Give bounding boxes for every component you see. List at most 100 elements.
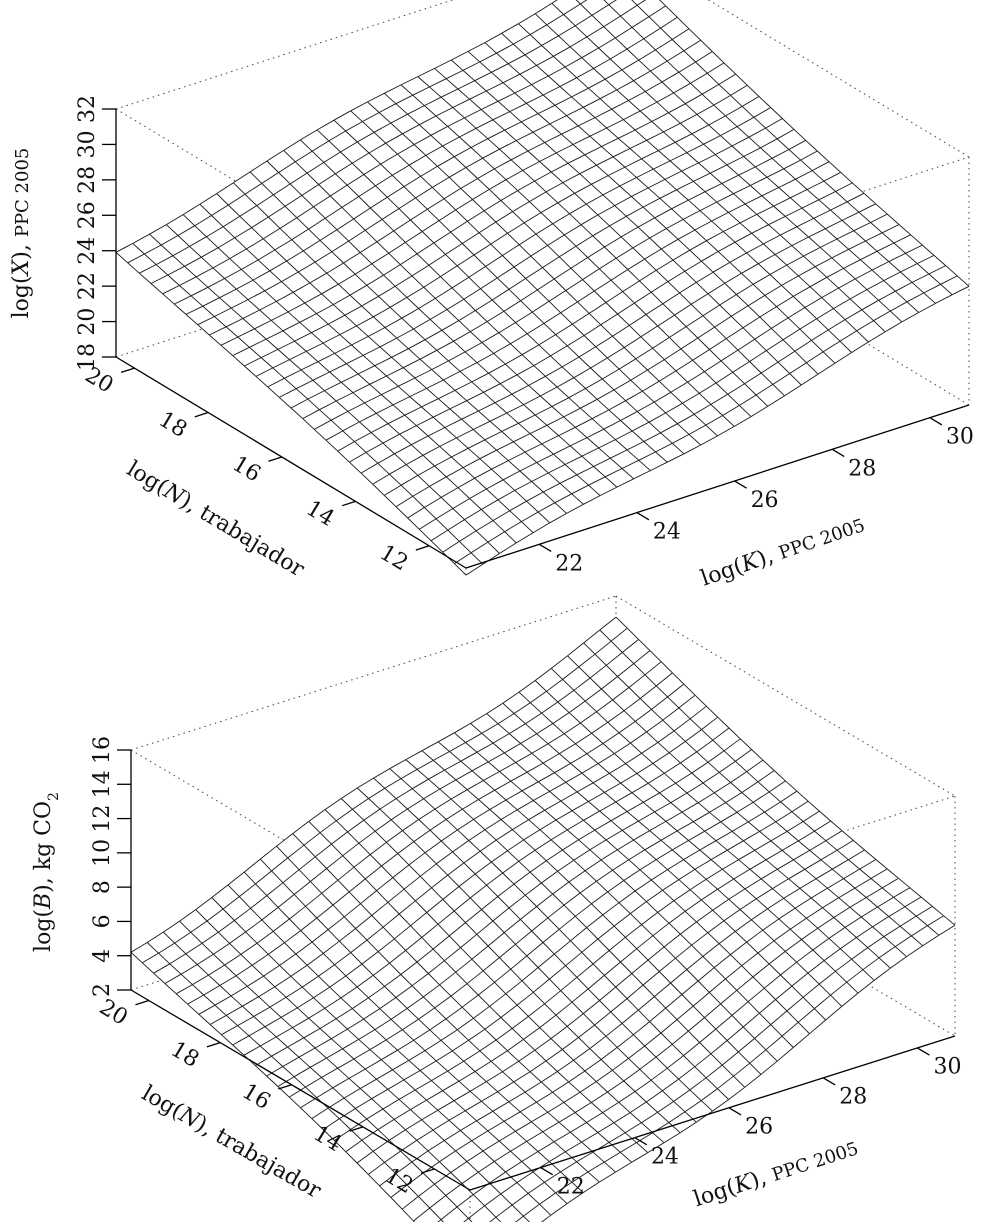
mesh-line [427,427,446,437]
mesh-line [706,705,719,718]
mesh-line [297,1007,310,1019]
mesh-line [489,179,507,190]
mesh-line [456,265,470,278]
mesh-line [613,1122,626,1134]
mesh-line [669,337,682,350]
mesh-line [559,743,576,754]
mesh-line [586,914,604,928]
mesh-line [619,177,637,187]
mesh-line [770,831,788,842]
mesh-line [631,0,638,6]
mesh-line [293,1066,311,1078]
mesh-line [255,883,268,896]
mesh-line [927,925,940,936]
mesh-line [281,271,299,282]
mesh-line [566,503,584,514]
mesh-line [461,1006,474,1019]
mesh-line [835,970,848,983]
mesh-line [881,232,895,244]
mesh-line [832,859,849,870]
mesh-line [234,237,247,250]
mesh-line [553,953,566,967]
mesh-line [781,118,795,130]
mesh-line [529,34,543,46]
mesh-line [452,1050,465,1062]
mesh-line [638,639,651,651]
mesh-line [786,264,799,277]
mesh-line [241,259,259,270]
mesh-line [450,231,463,244]
mesh-line [539,1203,552,1216]
mesh-line [588,313,602,326]
mesh-line [221,1034,234,1046]
mesh-line [471,770,484,781]
mesh-line [668,112,681,124]
mesh-line [689,1077,707,1091]
mesh-line [586,1122,599,1133]
mesh-line [675,782,688,794]
mesh-line [792,296,806,308]
mesh-line [541,443,554,455]
mesh-line [394,453,407,465]
mesh-line [306,953,324,966]
mesh-line [568,870,586,883]
mesh-line [477,1161,495,1173]
mesh-line [381,853,398,867]
mesh-line [453,1100,466,1112]
mesh-line [468,266,486,278]
mesh-line [561,133,574,145]
mesh-line [808,228,826,238]
mesh-line [858,203,876,213]
mesh-line [653,401,667,414]
mesh-line [374,830,387,843]
mesh-line [545,182,564,193]
mesh-line [731,1015,744,1028]
mesh-line [405,231,423,243]
mesh-line [709,978,726,993]
mesh-line [308,228,321,241]
mesh-line [658,150,671,162]
mesh-line [393,219,411,232]
mesh-line [532,991,545,1005]
mesh-line [441,829,458,842]
mesh-line [405,454,424,465]
mesh-line [723,222,741,232]
mesh-line [525,267,543,279]
mesh-line [779,226,798,236]
mesh-line [390,1018,403,1031]
mesh-line [472,1194,485,1207]
mesh-line [330,184,348,197]
mesh-line [255,367,274,377]
mesh-line [541,1214,552,1222]
mesh-line [498,1140,511,1152]
mesh-line [733,1062,750,1077]
mesh-line [629,913,642,925]
mesh-line [389,473,402,486]
mesh-line [335,400,349,412]
mesh-line [731,305,749,317]
mesh-line [158,952,171,965]
mesh-line [524,894,537,907]
z-axis-label: log(B), kg CO2 [31,792,62,952]
mesh-line [334,964,347,977]
mesh-line [190,286,209,297]
mesh-line [870,868,888,879]
mesh-line [335,820,348,833]
mesh-line [500,1004,518,1018]
mesh-line [701,260,714,273]
mesh-line [567,162,580,175]
mesh-line [305,1077,322,1088]
mesh-line [184,256,202,267]
mesh-line [516,532,534,544]
mesh-line [425,145,443,156]
mesh-line [622,820,639,831]
mesh-line [672,840,689,851]
mesh-line [693,811,710,823]
mesh-line [274,975,292,988]
mesh-line [318,173,336,185]
z-tick-label: 28 [75,166,100,194]
mesh-line [272,359,290,369]
mesh-line [615,247,634,259]
mesh-line [228,193,246,206]
mesh-line [570,927,587,942]
